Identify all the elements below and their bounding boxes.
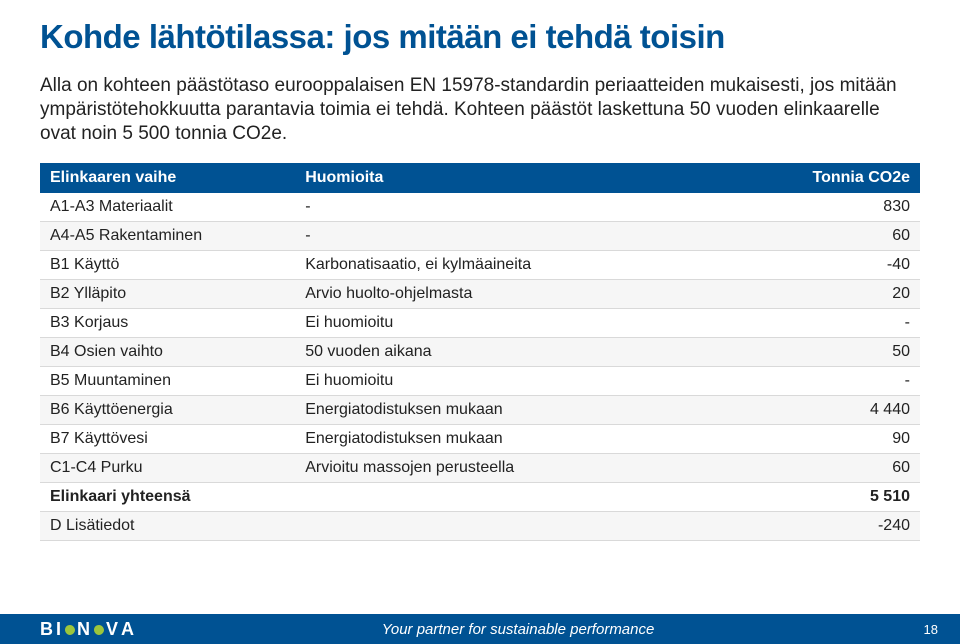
col-phase: Elinkaaren vaihe	[40, 163, 295, 193]
brand-letter: B	[40, 619, 55, 640]
cell-note: Arvio huolto-ohjelmasta	[295, 280, 717, 309]
cell-value: 90	[718, 425, 920, 454]
cell-phase: B5 Muuntaminen	[40, 367, 295, 396]
table-row: C1-C4 PurkuArvioitu massojen perusteella…	[40, 454, 920, 483]
cell-value: 4 440	[718, 396, 920, 425]
leaf-o-icon	[93, 620, 105, 632]
table-row: B6 KäyttöenergiaEnergiatodistuksen mukaa…	[40, 396, 920, 425]
cell-note: Ei huomioitu	[295, 309, 717, 338]
footer-bar: B I N V A Your partner for sustainable p…	[0, 614, 960, 644]
table-row: D Lisätiedot -240	[40, 512, 920, 541]
brand-letter: V	[106, 619, 120, 640]
table-row: B1 KäyttöKarbonatisaatio, ei kylmäaineit…	[40, 251, 920, 280]
cell-phase: A4-A5 Rakentaminen	[40, 222, 295, 251]
table-row: B5 MuuntaminenEi huomioitu-	[40, 367, 920, 396]
lifecycle-table: Elinkaaren vaihe Huomioita Tonnia CO2e A…	[40, 163, 920, 541]
cell-value: -240	[718, 512, 920, 541]
cell-phase: C1-C4 Purku	[40, 454, 295, 483]
cell-value: 20	[718, 280, 920, 309]
cell-note	[295, 483, 717, 512]
col-note: Huomioita	[295, 163, 717, 193]
cell-value: -	[718, 367, 920, 396]
cell-phase: B3 Korjaus	[40, 309, 295, 338]
cell-phase: B6 Käyttöenergia	[40, 396, 295, 425]
cell-phase: B4 Osien vaihto	[40, 338, 295, 367]
cell-value: -40	[718, 251, 920, 280]
cell-phase: A1-A3 Materiaalit	[40, 193, 295, 222]
footer-tagline: Your partner for sustainable performance	[136, 621, 960, 638]
cell-phase: B2 Ylläpito	[40, 280, 295, 309]
intro-paragraph: Alla on kohteen päästötaso eurooppalaise…	[40, 74, 920, 145]
table-row: A4-A5 Rakentaminen-60	[40, 222, 920, 251]
table-row: A1-A3 Materiaalit-830	[40, 193, 920, 222]
cell-note: Ei huomioitu	[295, 367, 717, 396]
cell-note: 50 vuoden aikana	[295, 338, 717, 367]
cell-phase: Elinkaari yhteensä	[40, 483, 295, 512]
brand-letter: I	[56, 619, 63, 640]
cell-note: Energiatodistuksen mukaan	[295, 396, 717, 425]
brand-letter: N	[77, 619, 92, 640]
table-row: Elinkaari yhteensä 5 510	[40, 483, 920, 512]
cell-phase: B7 Käyttövesi	[40, 425, 295, 454]
cell-value: 830	[718, 193, 920, 222]
slide-title: Kohde lähtötilassa: jos mitään ei tehdä …	[40, 18, 920, 56]
cell-value: 60	[718, 222, 920, 251]
page-number: 18	[924, 622, 938, 637]
cell-value: -	[718, 309, 920, 338]
cell-note: Arvioitu massojen perusteella	[295, 454, 717, 483]
cell-note: Energiatodistuksen mukaan	[295, 425, 717, 454]
cell-phase: B1 Käyttö	[40, 251, 295, 280]
table-header-row: Elinkaaren vaihe Huomioita Tonnia CO2e	[40, 163, 920, 193]
table-row: B2 YlläpitoArvio huolto-ohjelmasta20	[40, 280, 920, 309]
table-row: B7 KäyttövesiEnergiatodistuksen mukaan90	[40, 425, 920, 454]
table-row: B3 KorjausEi huomioitu-	[40, 309, 920, 338]
table-row: B4 Osien vaihto50 vuoden aikana50	[40, 338, 920, 367]
cell-value: 50	[718, 338, 920, 367]
cell-note	[295, 512, 717, 541]
slide-content: Kohde lähtötilassa: jos mitään ei tehdä …	[0, 0, 960, 541]
brand-logo: B I N V A	[40, 619, 136, 640]
cell-note: -	[295, 193, 717, 222]
leaf-o-icon	[64, 620, 76, 632]
cell-value: 5 510	[718, 483, 920, 512]
cell-note: Karbonatisaatio, ei kylmäaineita	[295, 251, 717, 280]
cell-value: 60	[718, 454, 920, 483]
cell-note: -	[295, 222, 717, 251]
cell-phase: D Lisätiedot	[40, 512, 295, 541]
brand-letter: A	[121, 619, 136, 640]
col-value: Tonnia CO2e	[718, 163, 920, 193]
